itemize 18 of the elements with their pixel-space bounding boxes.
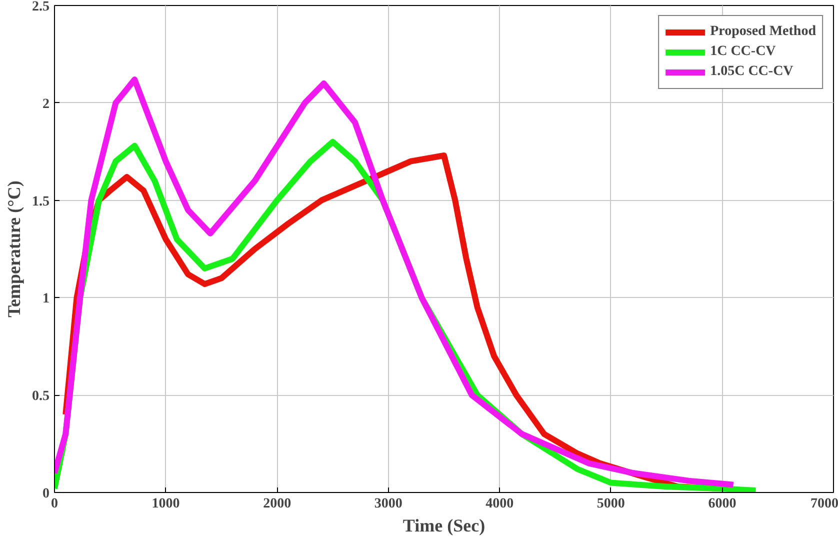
x-tick-label: 1000 xyxy=(152,496,180,512)
y-tick-label: 2 xyxy=(42,96,50,112)
y-tick-label: 2.5 xyxy=(32,0,50,14)
x-tick-label: 6000 xyxy=(708,496,736,512)
y-tick-label: 0 xyxy=(42,486,50,502)
x-tick-label: 2000 xyxy=(263,496,292,512)
y-tick-label: 1 xyxy=(42,292,50,307)
x-axis-title: Time (Sec) xyxy=(402,516,486,536)
x-tick-label: 7000 xyxy=(810,496,838,512)
y-tick-label: 1.5 xyxy=(32,194,50,210)
x-tick-label: 3000 xyxy=(374,496,402,512)
x-tick-label: 4000 xyxy=(486,496,514,512)
legend-label: 1C CC-CV xyxy=(710,44,776,60)
y-tick-label: 0.5 xyxy=(32,389,50,404)
x-tick-label: 5000 xyxy=(596,496,625,512)
legend-label: Proposed Method xyxy=(710,24,816,40)
y-axis-title: Temperature (°C) xyxy=(4,180,24,318)
legend-label: 1.05C CC-CV xyxy=(710,64,794,80)
